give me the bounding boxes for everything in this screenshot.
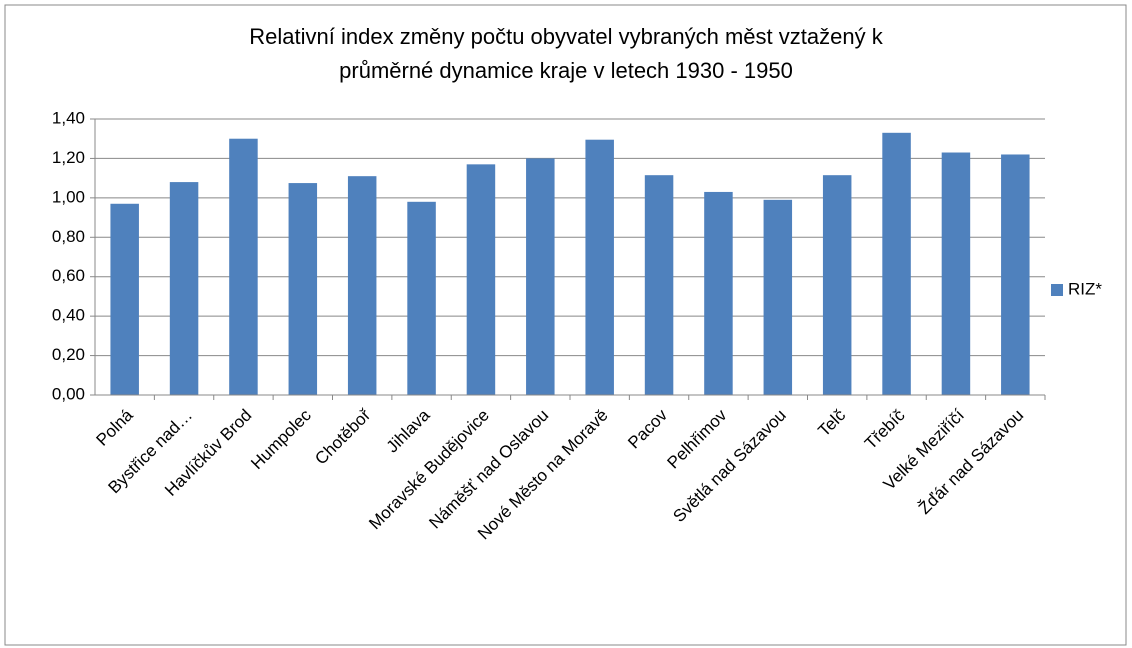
bar: [941, 152, 971, 395]
bar: [288, 183, 318, 395]
y-tick-label: 0,20: [52, 345, 85, 364]
bar: [822, 175, 852, 395]
bar: [347, 176, 377, 395]
y-tick-label: 1,20: [52, 148, 85, 167]
y-tick-label: 1,00: [52, 187, 85, 206]
chart-title: Relativní index změny počtu obyvatel vyb…: [249, 24, 883, 49]
bar: [466, 164, 496, 395]
bar: [407, 201, 436, 395]
bar: [882, 132, 911, 396]
bar: [110, 203, 139, 395]
chart-title: průměrné dynamice kraje v letech 1930 - …: [339, 58, 793, 83]
bar: [585, 139, 614, 395]
bar: [229, 138, 258, 395]
legend-label: RIZ*: [1068, 279, 1102, 298]
y-tick-label: 0,40: [52, 306, 85, 325]
bar: [644, 175, 674, 395]
bar: [526, 158, 555, 395]
y-tick-label: 0,60: [52, 266, 85, 285]
bar: [1001, 154, 1030, 395]
y-tick-label: 1,40: [52, 108, 85, 127]
bar: [763, 199, 793, 395]
bar: [704, 191, 733, 395]
y-tick-label: 0,80: [52, 227, 85, 246]
bar: [169, 182, 199, 395]
legend-swatch: [1051, 284, 1063, 296]
y-tick-label: 0,00: [52, 384, 85, 403]
